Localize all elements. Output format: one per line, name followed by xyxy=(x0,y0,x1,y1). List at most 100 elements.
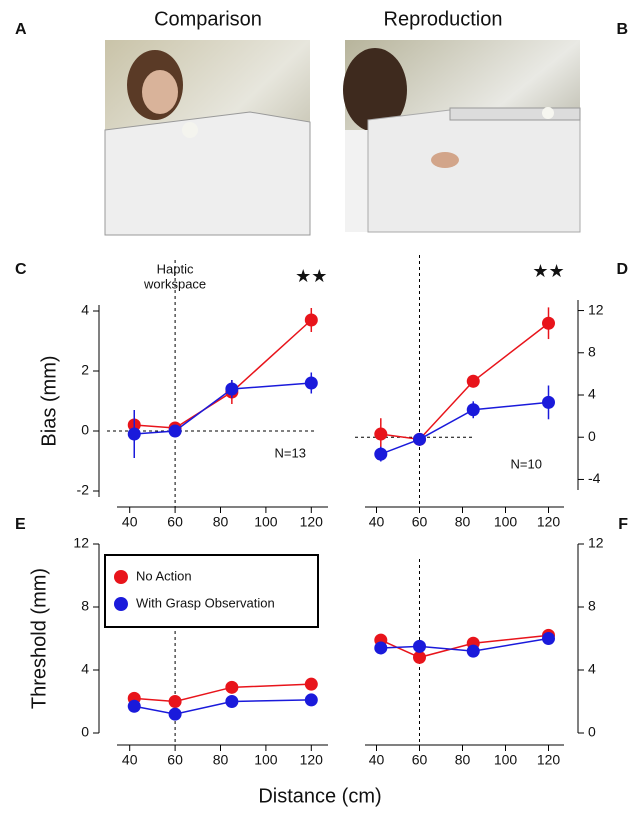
data-point xyxy=(304,313,318,327)
x-tick-label: 120 xyxy=(300,752,324,768)
y-tick-label: 12 xyxy=(588,535,604,551)
legend-box xyxy=(104,554,319,628)
data-point xyxy=(225,382,239,396)
series-line xyxy=(134,382,312,435)
x-tick-label: 60 xyxy=(412,514,428,530)
x-tick-label: 120 xyxy=(537,752,561,768)
data-point xyxy=(542,395,555,409)
y-tick-label: 4 xyxy=(588,661,596,677)
panel-letter: B xyxy=(616,21,628,38)
annotation: N=13 xyxy=(275,445,306,460)
x-tick-label: 40 xyxy=(369,514,385,530)
y-tick-label: 8 xyxy=(81,598,89,614)
data-point xyxy=(374,641,388,655)
y-tick-label: 12 xyxy=(73,535,89,551)
data-point xyxy=(168,424,182,438)
panel-letter: C xyxy=(15,261,27,278)
panel-letter: A xyxy=(15,21,27,38)
y-tick-label: 8 xyxy=(588,598,596,614)
photo-title: Comparison xyxy=(154,8,262,30)
panel-letter: E xyxy=(15,516,26,533)
data-point xyxy=(466,644,480,658)
x-tick-label: 40 xyxy=(369,752,385,768)
y-tick-label: 0 xyxy=(588,724,596,740)
annotation: Haptic xyxy=(157,261,194,276)
photo-title: Reproduction xyxy=(384,8,503,30)
y-tick-label: 0 xyxy=(81,724,89,740)
series xyxy=(374,307,555,450)
x-tick-label: 60 xyxy=(412,752,428,768)
data-point xyxy=(304,693,318,707)
data-point xyxy=(127,427,141,441)
series-line xyxy=(380,401,549,455)
data-point xyxy=(413,639,426,653)
annotation: workspace xyxy=(143,276,206,291)
data-point xyxy=(127,699,141,713)
data-point xyxy=(466,403,480,417)
photo xyxy=(104,40,311,236)
series-line xyxy=(380,634,549,659)
legend-label: No Action xyxy=(136,568,192,583)
data-point xyxy=(466,374,480,388)
y-axis-title: Threshold (mm) xyxy=(28,568,50,709)
series xyxy=(374,632,555,658)
y-tick-label: 0 xyxy=(588,428,596,444)
x-tick-label: 80 xyxy=(455,514,471,530)
x-tick-label: 60 xyxy=(167,514,183,530)
y-tick-label: 0 xyxy=(81,422,89,438)
data-point xyxy=(374,427,388,441)
x-tick-label: 100 xyxy=(494,752,518,768)
data-point xyxy=(374,447,388,461)
x-tick-label: 40 xyxy=(122,752,138,768)
x-tick-label: 80 xyxy=(455,752,471,768)
x-tick-label: 80 xyxy=(213,752,229,768)
panel-letter: D xyxy=(616,261,628,278)
series-line xyxy=(134,683,312,703)
series xyxy=(127,308,318,440)
series-line xyxy=(134,699,312,715)
data-point xyxy=(542,316,555,330)
x-tick-label: 120 xyxy=(300,514,324,530)
data-point xyxy=(168,707,182,721)
data-point xyxy=(225,680,239,694)
x-tick-label: 100 xyxy=(254,514,278,530)
x-tick-label: 120 xyxy=(537,514,561,530)
x-tick-label: 100 xyxy=(494,514,518,530)
x-tick-label: 60 xyxy=(167,752,183,768)
series xyxy=(374,385,555,462)
y-tick-label: 4 xyxy=(588,386,596,402)
data-point xyxy=(168,695,182,708)
y-tick-label: 4 xyxy=(81,661,89,677)
y-tick-label: -2 xyxy=(77,482,90,498)
series xyxy=(127,372,318,458)
y-tick-label: 2 xyxy=(81,362,89,378)
series-line xyxy=(380,322,549,441)
y-tick-label: 12 xyxy=(588,301,604,317)
photo xyxy=(343,40,581,233)
data-point xyxy=(413,432,426,446)
legend-marker xyxy=(114,570,128,584)
data-point xyxy=(304,376,318,390)
x-tick-label: 80 xyxy=(213,514,229,530)
legend-label: With Grasp Observation xyxy=(136,595,275,610)
data-point xyxy=(542,632,555,645)
y-tick-label: 4 xyxy=(81,302,89,318)
series xyxy=(127,693,318,721)
data-point xyxy=(304,677,318,691)
series-line xyxy=(380,637,549,652)
y-tick-label: 8 xyxy=(588,343,596,359)
data-point xyxy=(225,695,239,708)
annotation: N=10 xyxy=(511,456,542,471)
significance: ★★ xyxy=(295,266,327,286)
y-tick-label: -4 xyxy=(588,470,601,486)
legend-marker xyxy=(114,597,128,611)
data-point xyxy=(413,650,426,664)
x-axis-title: Distance (cm) xyxy=(258,785,381,807)
x-tick-label: 40 xyxy=(122,514,138,530)
series-line xyxy=(134,319,312,429)
panel-letter: F xyxy=(618,516,628,533)
x-tick-label: 100 xyxy=(254,752,278,768)
significance: ★★ xyxy=(532,261,564,281)
y-axis-title: Bias (mm) xyxy=(38,355,60,446)
